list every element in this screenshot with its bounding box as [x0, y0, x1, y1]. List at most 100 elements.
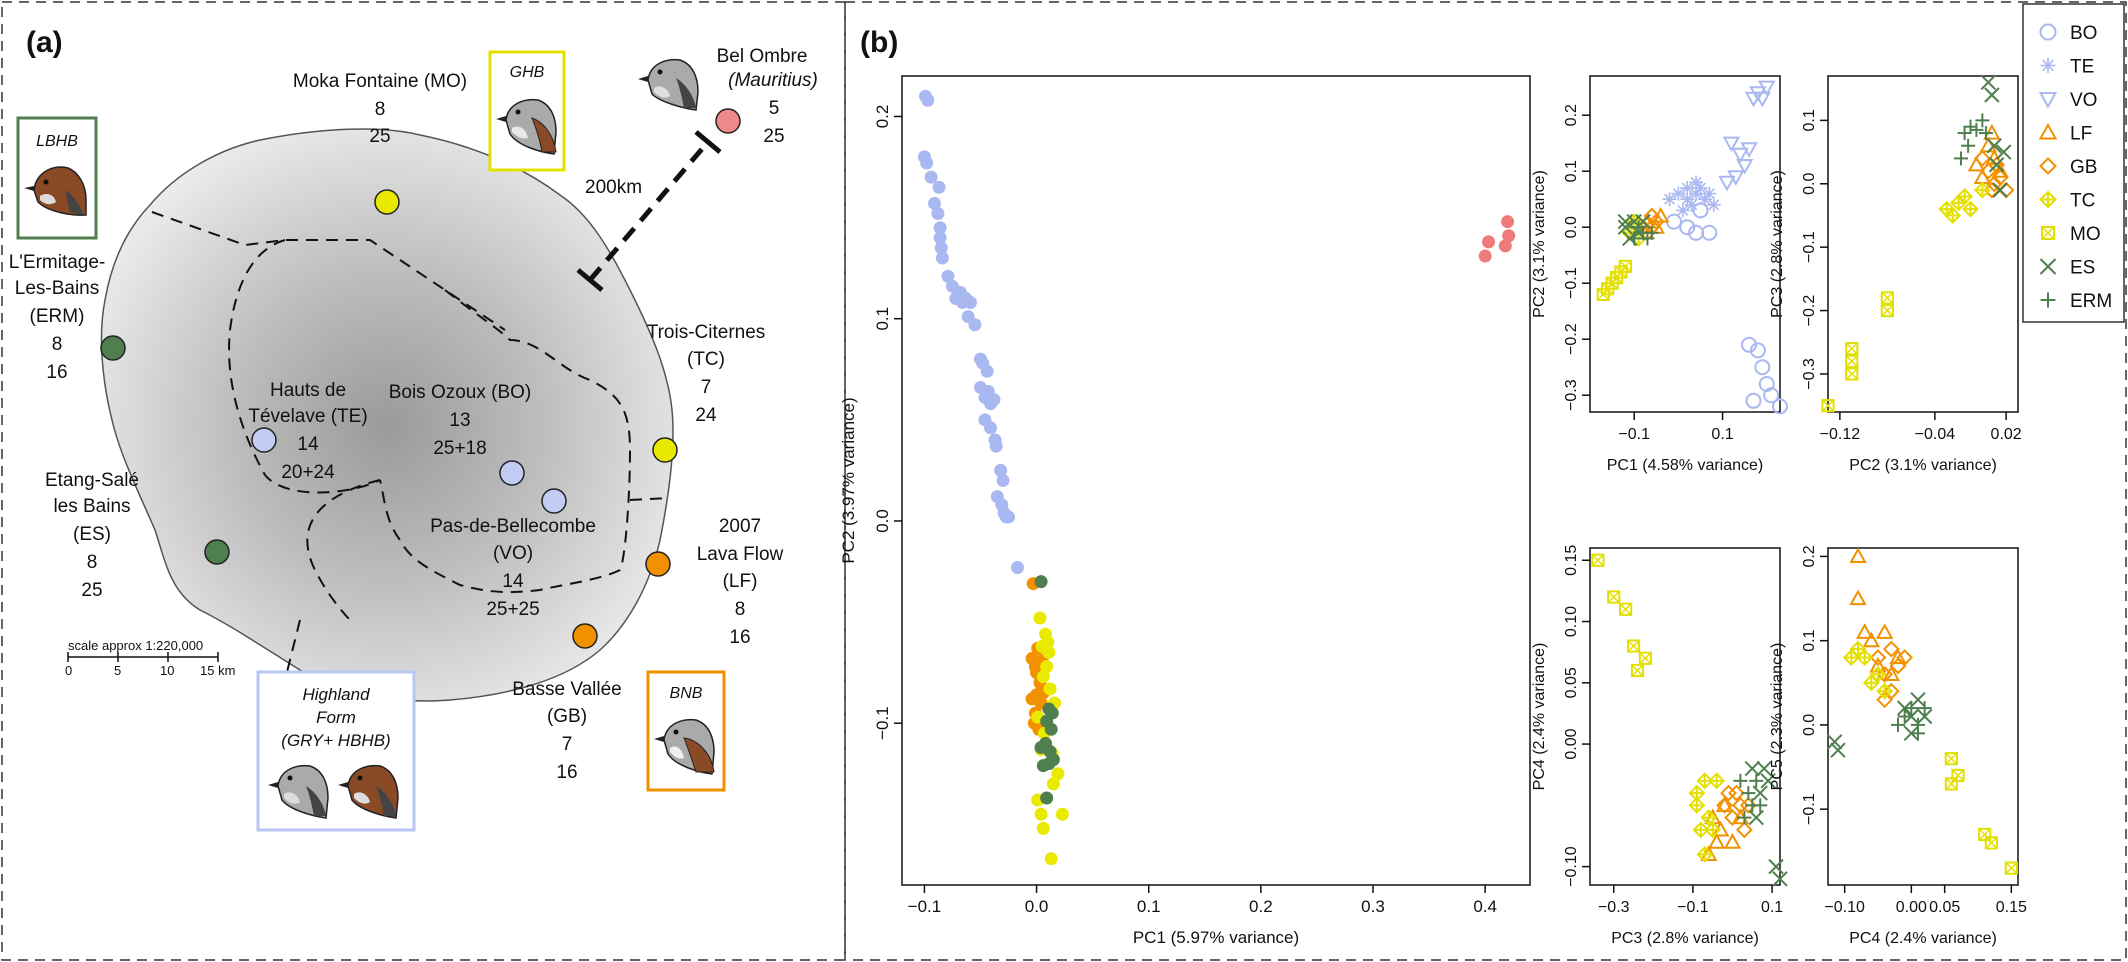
svg-text:Basse Vallée: Basse Vallée — [512, 679, 622, 700]
svg-text:Lava Flow: Lava Flow — [697, 544, 784, 565]
data-point-Yellow — [1042, 645, 1056, 659]
site-mauritius-circle — [715, 108, 741, 134]
y-axis-label: PC3 (2.8% variance) — [1769, 170, 1786, 318]
data-point-ERM — [1631, 220, 1646, 235]
svg-text:25+25: 25+25 — [486, 599, 539, 620]
data-point-Yellow — [1034, 807, 1048, 821]
y-tick-label: 0.0 — [873, 509, 892, 533]
y-tick-label: 0.1 — [873, 307, 892, 331]
data-point-Highland — [920, 156, 934, 170]
svg-text:25: 25 — [763, 126, 784, 147]
svg-text:25: 25 — [369, 126, 390, 147]
data-point-TE — [1671, 186, 1686, 201]
data-point-ES — [1752, 785, 1768, 801]
data-point-ERM — [1917, 701, 1932, 716]
legend-marker-TC — [2039, 190, 2057, 209]
svg-text:25+18: 25+18 — [433, 438, 486, 459]
y-tick-label: −0.1 — [1801, 793, 1818, 825]
distance-line — [588, 140, 710, 282]
data-point-ERM — [1957, 126, 1972, 141]
site-GB-label: Basse Vallée (GB) 7 16 — [512, 679, 622, 783]
data-point-Highland — [968, 318, 982, 332]
data-point-ES — [1910, 691, 1926, 708]
panel-b-label: (b) — [860, 26, 898, 59]
legend-label-LF: LF — [2070, 124, 2092, 145]
data-point-LF — [1855, 623, 1874, 639]
data-point-Yellow — [1043, 682, 1057, 696]
svg-text:5: 5 — [769, 98, 780, 119]
data-point-ES — [1756, 760, 1772, 777]
pca-plot-5: −0.10 0.00 0.05 0.15 0.2 0.1 0.0 −0.1 PC4 (2.4% … — [1769, 545, 2027, 947]
data-point-TC — [1962, 200, 1979, 218]
data-point-VO — [1718, 175, 1736, 192]
data-point-ERM — [1644, 225, 1659, 240]
x-axis-label: PC2 (3.1% variance) — [1849, 457, 1997, 474]
svg-text:(GRY+ HBHB): (GRY+ HBHB) — [281, 731, 390, 750]
data-point-Highland — [994, 463, 1008, 477]
svg-text:16: 16 — [46, 362, 67, 383]
x-tick-label: −0.3 — [1598, 899, 1630, 916]
data-point-BO — [1754, 359, 1771, 376]
data-point-Mauritius — [1498, 239, 1512, 253]
x-axis-label: PC4 (2.4% variance) — [1849, 930, 1997, 947]
svg-text:14: 14 — [297, 434, 319, 455]
x-axis-label: PC1 (5.97% variance) — [1133, 928, 1299, 947]
x-tick-label: 0.02 — [1991, 426, 2022, 443]
site-MO-circle — [374, 189, 400, 215]
y-tick-label: 0.00 — [1563, 728, 1580, 759]
data-point-ERM — [1737, 810, 1752, 825]
y-tick-label: 0.15 — [1563, 545, 1580, 576]
data-point-Highland — [1002, 510, 1016, 524]
data-point-LF — [1882, 665, 1901, 681]
island-shape — [100, 128, 674, 702]
data-point-MO — [1845, 342, 1859, 356]
y-tick-label: 0.2 — [1563, 104, 1580, 126]
data-point-TE — [1662, 192, 1677, 207]
pca-plot-2: −0.1 0.1 −0.3 −0.2 −0.1 0.0 0.1 0.2 PC1 (4.58% v… — [1531, 75, 1788, 474]
bird-icon — [268, 764, 329, 819]
data-point-Green — [1040, 791, 1054, 805]
data-point-Highland — [984, 421, 998, 435]
legend-marker-BO — [2039, 23, 2057, 41]
data-point-ES — [1988, 157, 2005, 173]
svg-text:(TC): (TC) — [687, 349, 725, 370]
svg-text:Trois-Citernes: Trois-Citernes — [647, 322, 766, 343]
data-point-TC — [1973, 181, 1991, 199]
svg-text:(ERM): (ERM) — [30, 306, 85, 327]
data-point-LF — [1723, 833, 1742, 849]
bird-icon — [24, 166, 87, 216]
data-point-BO — [1772, 398, 1788, 415]
data-point-VO — [1735, 159, 1754, 175]
data-point-MO — [1638, 651, 1653, 665]
data-point-GB — [1882, 640, 1900, 658]
data-point-GB — [1716, 796, 1733, 814]
site-LF-label: 2007 Lava Flow (LF) 8 16 — [697, 516, 784, 648]
legend-label-TC: TC — [2070, 191, 2095, 212]
svg-text:24: 24 — [695, 405, 717, 426]
data-point-BO — [1763, 387, 1780, 404]
svg-text:Etang-Salé: Etang-Salé — [45, 470, 139, 491]
data-point-ERM — [1978, 126, 1993, 141]
pca-plot-4: −0.3 −0.1 0.1 0.15 0.10 0.05 0.00 −0.10 PC3 (2.8… — [1531, 545, 1788, 947]
data-point-ES — [1768, 858, 1784, 875]
legend-label-MO: MO — [2070, 224, 2101, 245]
data-point-GB — [1647, 213, 1665, 231]
data-point-ERM — [1963, 119, 1978, 134]
data-point-ERM — [1954, 151, 1968, 166]
scale-tick-5: 5 — [114, 663, 121, 678]
data-point-ES — [1984, 87, 2000, 103]
data-point-LF — [1862, 631, 1881, 648]
data-point-Mauritius — [1502, 229, 1516, 243]
svg-text:14: 14 — [502, 571, 524, 592]
scale-tick-10: 10 — [160, 663, 174, 678]
data-point-LF — [1889, 648, 1907, 665]
y-axis-label: PC2 (3.97% variance) — [839, 397, 858, 563]
data-point-TE — [1684, 197, 1699, 212]
data-point-GB — [1728, 784, 1745, 802]
svg-text:Highland: Highland — [302, 685, 370, 704]
data-point-MO — [1619, 602, 1633, 616]
svg-text:(GB): (GB) — [547, 706, 587, 727]
svg-text:Bel Ombre: Bel Ombre — [717, 46, 808, 67]
x-tick-label: 0.1 — [1711, 426, 1733, 443]
bird-icon — [654, 718, 715, 775]
